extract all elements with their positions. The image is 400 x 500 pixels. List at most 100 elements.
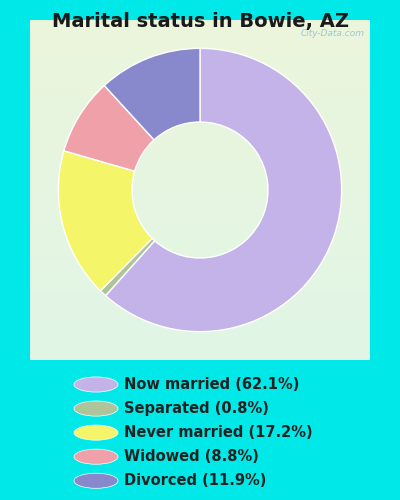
Bar	[30, 48, 370, 51]
Bar	[30, 57, 370, 59]
Wedge shape	[58, 151, 152, 291]
Text: Divorced (11.9%): Divorced (11.9%)	[124, 473, 266, 488]
Bar	[30, 354, 370, 357]
Circle shape	[74, 425, 118, 440]
Bar	[30, 230, 370, 232]
Bar	[30, 66, 370, 68]
Bar	[30, 116, 370, 119]
Bar	[30, 34, 370, 37]
Bar	[30, 162, 370, 164]
Bar	[30, 295, 370, 298]
Text: Separated (0.8%): Separated (0.8%)	[124, 401, 269, 416]
Bar	[30, 88, 370, 91]
Bar	[30, 125, 370, 128]
Bar	[30, 110, 370, 114]
Text: Never married (17.2%): Never married (17.2%)	[124, 425, 313, 440]
Bar	[30, 286, 370, 289]
Bar	[30, 100, 370, 102]
Bar	[30, 96, 370, 100]
Bar	[30, 198, 370, 202]
Text: Widowed (8.8%): Widowed (8.8%)	[124, 449, 259, 464]
Bar	[30, 270, 370, 272]
Circle shape	[74, 377, 118, 392]
Bar	[30, 76, 370, 80]
Bar	[30, 280, 370, 283]
Bar	[30, 20, 370, 23]
Bar	[30, 318, 370, 320]
Text: City-Data.com: City-Data.com	[300, 29, 364, 38]
Bar	[30, 148, 370, 150]
Bar	[30, 202, 370, 204]
Bar	[30, 216, 370, 218]
Bar	[30, 357, 370, 360]
Bar	[30, 176, 370, 178]
Bar	[30, 108, 370, 110]
Bar	[30, 144, 370, 148]
Bar	[30, 221, 370, 224]
Bar	[30, 178, 370, 182]
Bar	[30, 352, 370, 354]
Bar	[30, 168, 370, 170]
Bar	[30, 46, 370, 48]
Bar	[30, 329, 370, 332]
Bar	[30, 264, 370, 266]
Bar	[30, 334, 370, 338]
Bar	[30, 278, 370, 280]
Bar	[30, 207, 370, 210]
Bar	[30, 298, 370, 300]
Bar	[30, 82, 370, 85]
Bar	[30, 105, 370, 108]
Bar	[30, 114, 370, 116]
Bar	[30, 292, 370, 295]
Wedge shape	[104, 48, 200, 140]
Bar	[30, 122, 370, 125]
Bar	[30, 246, 370, 250]
Bar	[30, 130, 370, 134]
Bar	[30, 275, 370, 278]
Bar	[30, 320, 370, 323]
Bar	[30, 23, 370, 26]
Bar	[30, 173, 370, 176]
Bar	[30, 136, 370, 139]
Bar	[30, 300, 370, 304]
Bar	[30, 142, 370, 144]
Bar	[30, 51, 370, 54]
Bar	[30, 37, 370, 40]
Bar	[30, 309, 370, 312]
Text: Now married (62.1%): Now married (62.1%)	[124, 377, 299, 392]
Bar	[30, 210, 370, 212]
Bar	[30, 80, 370, 82]
Bar	[30, 326, 370, 329]
Bar	[30, 182, 370, 184]
Wedge shape	[106, 48, 342, 332]
Text: Marital status in Bowie, AZ: Marital status in Bowie, AZ	[52, 12, 348, 32]
Bar	[30, 159, 370, 162]
Bar	[30, 258, 370, 261]
Bar	[30, 218, 370, 221]
Circle shape	[74, 473, 118, 488]
Bar	[30, 91, 370, 94]
Bar	[30, 156, 370, 159]
Bar	[30, 343, 370, 346]
Wedge shape	[64, 86, 154, 171]
Bar	[30, 224, 370, 227]
Bar	[30, 42, 370, 45]
Wedge shape	[100, 238, 155, 296]
Bar	[30, 128, 370, 130]
Bar	[30, 241, 370, 244]
Bar	[30, 26, 370, 29]
Bar	[30, 164, 370, 168]
Circle shape	[74, 449, 118, 464]
Bar	[30, 184, 370, 187]
Bar	[30, 266, 370, 270]
Bar	[30, 348, 370, 352]
Bar	[30, 252, 370, 255]
Bar	[30, 346, 370, 348]
Bar	[30, 196, 370, 198]
Bar	[30, 204, 370, 207]
Bar	[30, 306, 370, 309]
Bar	[30, 312, 370, 314]
Bar	[30, 314, 370, 318]
Bar	[30, 244, 370, 246]
Bar	[30, 68, 370, 71]
